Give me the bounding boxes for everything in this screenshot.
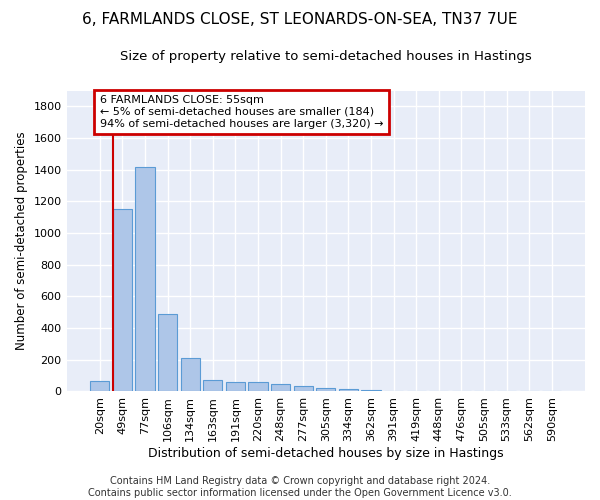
Bar: [158, 314, 177, 392]
Bar: [271, 384, 290, 392]
Bar: [293, 386, 313, 392]
Text: Contains HM Land Registry data © Crown copyright and database right 2024.
Contai: Contains HM Land Registry data © Crown c…: [88, 476, 512, 498]
Bar: [203, 380, 223, 392]
Text: 6 FARMLANDS CLOSE: 55sqm
← 5% of semi-detached houses are smaller (184)
94% of s: 6 FARMLANDS CLOSE: 55sqm ← 5% of semi-de…: [100, 96, 383, 128]
Y-axis label: Number of semi-detached properties: Number of semi-detached properties: [15, 132, 28, 350]
Bar: [90, 380, 109, 392]
Bar: [226, 382, 245, 392]
Bar: [136, 168, 155, 392]
Bar: [339, 389, 358, 392]
X-axis label: Distribution of semi-detached houses by size in Hastings: Distribution of semi-detached houses by …: [148, 447, 503, 460]
Text: 6, FARMLANDS CLOSE, ST LEONARDS-ON-SEA, TN37 7UE: 6, FARMLANDS CLOSE, ST LEONARDS-ON-SEA, …: [82, 12, 518, 28]
Bar: [384, 390, 403, 392]
Bar: [361, 390, 380, 392]
Bar: [181, 358, 200, 392]
Bar: [316, 388, 335, 392]
Bar: [113, 210, 132, 392]
Bar: [248, 382, 268, 392]
Title: Size of property relative to semi-detached houses in Hastings: Size of property relative to semi-detach…: [120, 50, 532, 63]
